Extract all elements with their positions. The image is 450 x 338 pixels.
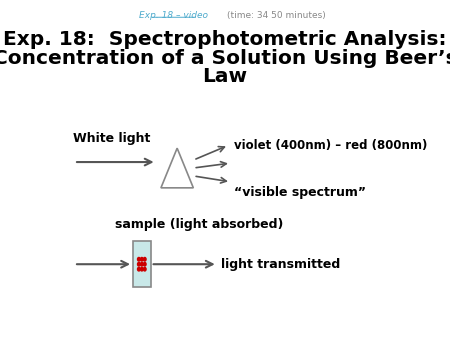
Text: Exp. 18 – video: Exp. 18 – video: [139, 11, 208, 20]
Polygon shape: [161, 148, 194, 188]
Text: Exp. 18:  Spectrophotometric Analysis:: Exp. 18: Spectrophotometric Analysis:: [3, 30, 447, 49]
Text: light transmitted: light transmitted: [221, 258, 341, 271]
Circle shape: [138, 258, 140, 261]
Text: violet (400nm) – red (800nm): violet (400nm) – red (800nm): [234, 139, 427, 152]
Circle shape: [144, 258, 146, 261]
Circle shape: [140, 267, 143, 271]
Text: Law: Law: [202, 67, 248, 86]
Circle shape: [144, 267, 146, 271]
Bar: [133, 241, 151, 287]
Text: (time: 34 50 minutes): (time: 34 50 minutes): [227, 11, 326, 20]
Circle shape: [144, 262, 146, 266]
Circle shape: [140, 262, 143, 266]
Text: sample (light absorbed): sample (light absorbed): [115, 218, 283, 231]
Circle shape: [138, 267, 140, 271]
Text: White light: White light: [72, 132, 150, 145]
Text: Concentration of a Solution Using Beer’s: Concentration of a Solution Using Beer’s: [0, 49, 450, 68]
Circle shape: [138, 262, 140, 266]
Text: “visible spectrum”: “visible spectrum”: [234, 186, 366, 199]
Circle shape: [140, 258, 143, 261]
